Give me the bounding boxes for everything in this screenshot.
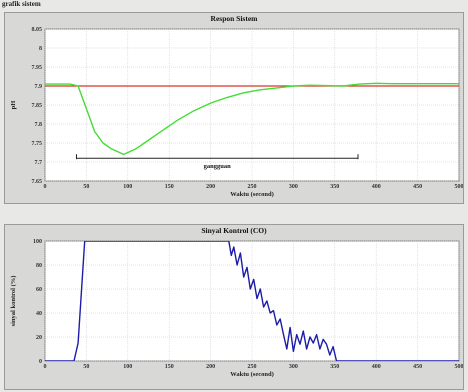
x-tick-label: 100: [123, 364, 132, 370]
x-tick-label: 450: [413, 364, 422, 370]
y-tick-label: 40: [36, 311, 42, 317]
x-tick-label: 250: [248, 184, 257, 190]
x-axis-label: Waktu (second): [230, 371, 274, 378]
x-tick-label: 500: [455, 184, 464, 190]
x-tick-label: 200: [206, 364, 215, 370]
x-tick-label: 350: [330, 184, 339, 190]
y-tick-label: 20: [36, 335, 42, 341]
y-axis-label: pH: [10, 101, 17, 110]
y-tick-label: 7.65: [32, 179, 43, 185]
control-signal-chart: 0 50 100 150 200 250 300 350 400 450 500 0 20 40 60 80 1…: [10, 239, 464, 378]
x-tick-label: 400: [372, 364, 381, 370]
y-tick-label: 7.8: [35, 122, 43, 128]
x-tick-label: 400: [372, 184, 381, 190]
x-tick-label: 0: [44, 184, 47, 190]
x-tick-label: 50: [83, 184, 89, 190]
response-chart: 0 50 100 150 200 250 300 350 400 450 500 7.65 7.7 7.7…: [10, 27, 464, 198]
x-tick-label: 350: [330, 364, 339, 370]
y-tick-label: 8: [39, 46, 42, 52]
y-tick-label: 0: [39, 359, 42, 365]
chart-title: Respon Sistem: [210, 14, 258, 23]
y-axis-label: sinyal kontrol (%): [10, 276, 17, 327]
x-tick-label: 150: [165, 364, 174, 370]
y-tick-label: 7.85: [32, 103, 43, 109]
y-tick-label: 60: [36, 287, 42, 293]
y-tick-label: 7.9: [35, 84, 43, 90]
x-axis-label: Waktu (second): [230, 191, 274, 198]
response-chart-panel: Respon Sistem 0 50 100 150 200 250 300 350 400 45…: [4, 12, 464, 204]
x-tick-label: 250: [248, 364, 257, 370]
x-tick-label: 200: [206, 184, 215, 190]
y-tick-label: 80: [36, 263, 42, 269]
y-tick-label: 8.05: [32, 27, 43, 33]
x-tick-label: 500: [455, 364, 464, 370]
y-tick-label: 7.75: [32, 141, 43, 147]
y-tick-label: 7.95: [32, 65, 43, 71]
x-tick-label: 0: [44, 364, 47, 370]
control-signal-chart-panel: Sinyal Kontrol (CO) 0 50 100 150 200 250 300 35…: [4, 224, 464, 390]
y-tick-label: 100: [33, 239, 42, 245]
x-tick-label: 100: [123, 184, 132, 190]
annotation-label: gangguan: [204, 163, 231, 170]
x-tick-label: 50: [83, 364, 89, 370]
window-title: grafik sistem: [2, 0, 41, 8]
x-tick-label: 150: [165, 184, 174, 190]
x-tick-label: 450: [413, 184, 422, 190]
chart-title: Sinyal Kontrol (CO): [201, 226, 267, 235]
x-tick-label: 300: [289, 364, 298, 370]
x-tick-label: 300: [289, 184, 298, 190]
series-line-1: [45, 241, 459, 361]
y-tick-label: 7.7: [35, 160, 43, 166]
series-line-2: [45, 82, 459, 156]
